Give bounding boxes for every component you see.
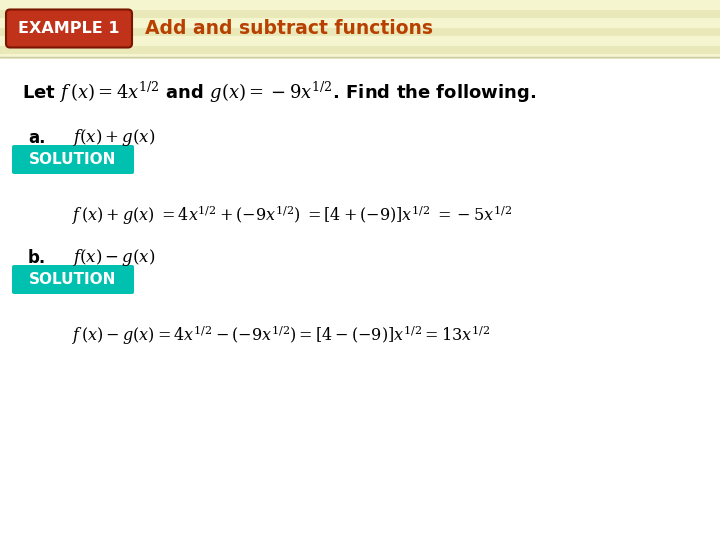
Text: Add and subtract functions: Add and subtract functions [145, 19, 433, 38]
Bar [0, 334, 720, 342]
Text: $f\,(x) - g(x) = 4x^{1/2} - (-9x^{1/2}) = [4-(-9)]x^{1/2} = 13x^{1/2}$: $f\,(x) - g(x) = 4x^{1/2} - (-9x^{1/2}) … [72, 323, 490, 347]
Bar [0, 388, 720, 396]
Bar [0, 352, 720, 360]
Text: a.: a. [28, 129, 45, 147]
Text: EXAMPLE 1: EXAMPLE 1 [18, 21, 120, 36]
FancyBboxPatch shape [6, 10, 132, 48]
Text: $f(x) + g(x)$: $f(x) + g(x)$ [72, 127, 156, 149]
Bar [0, 280, 720, 288]
Bar [0, 64, 720, 72]
FancyBboxPatch shape [12, 265, 134, 294]
Text: Let $f\,(x) = 4x^{1/2}$ and $g(x) = -9x^{1/2}$. Find the following.: Let $f\,(x) = 4x^{1/2}$ and $g(x) = -9x^… [22, 79, 536, 105]
Bar [0, 442, 720, 450]
Bar [0, 82, 720, 90]
Text: $f(x) - g(x)$: $f(x) - g(x)$ [72, 247, 156, 268]
Bar [0, 154, 720, 162]
Bar [0, 460, 720, 468]
Bar [0, 244, 720, 252]
Bar [0, 10, 720, 18]
Bar [0, 370, 720, 378]
Bar [0, 496, 720, 504]
Bar [0, 46, 720, 54]
Bar [0, 118, 720, 126]
Bar [0, 136, 720, 144]
Bar [0, 424, 720, 432]
Bar [0, 316, 720, 324]
Bar [0, 262, 720, 270]
Bar [0, 298, 720, 306]
Bar [0, 208, 720, 216]
FancyBboxPatch shape [12, 145, 134, 174]
Bar [0, 28, 720, 36]
Bar [0, 514, 720, 522]
Bar [0, 100, 720, 108]
Text: $f\,(x) + g(x)\; =4x^{1/2} + (-9x^{1/2})\; =[4+(-9)]x^{1/2}\; =-5x^{1/2}$: $f\,(x) + g(x)\; =4x^{1/2} + (-9x^{1/2})… [72, 203, 512, 227]
Bar [0, 478, 720, 486]
Bar [0, 57, 720, 540]
Bar [0, 226, 720, 234]
Text: SOLUTION: SOLUTION [30, 152, 117, 167]
Text: SOLUTION: SOLUTION [30, 272, 117, 287]
Bar [0, 172, 720, 180]
Bar [0, 406, 720, 414]
Bar [0, 190, 720, 198]
Text: b.: b. [28, 249, 46, 267]
Bar [0, 532, 720, 540]
